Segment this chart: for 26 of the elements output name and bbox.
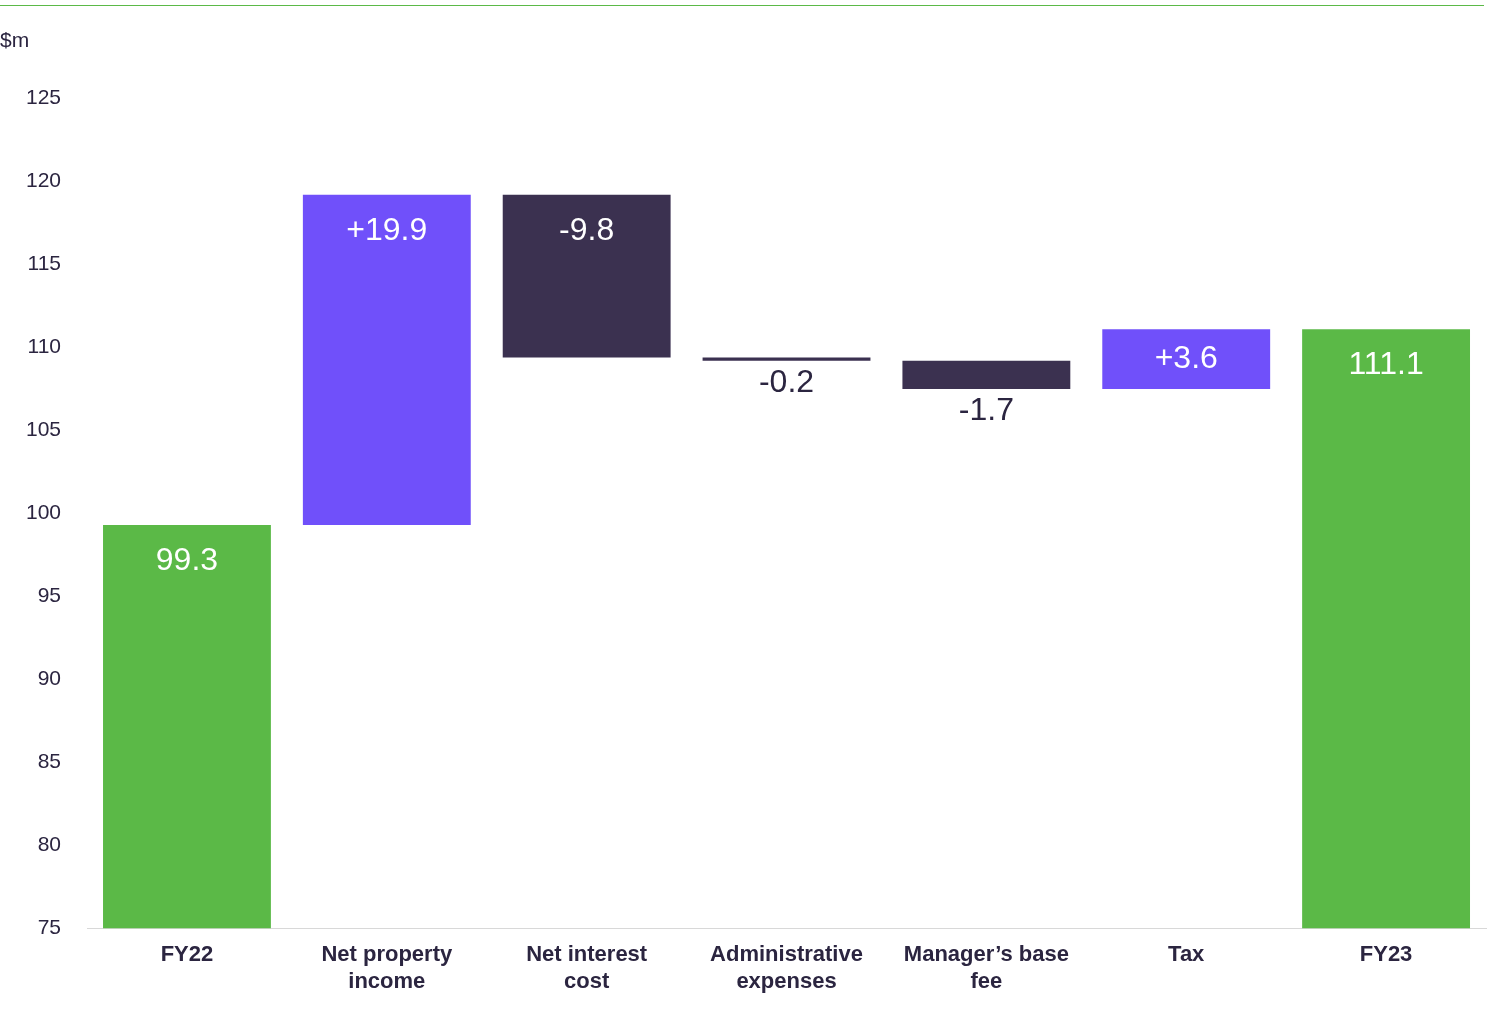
- data-label: 111.1: [1348, 345, 1424, 382]
- x-tick-label: FY22: [160, 941, 214, 967]
- x-tick-label: Net interest cost: [526, 941, 648, 993]
- x-tick-label: Net property income: [321, 941, 453, 993]
- y-tick-label: 100: [25, 500, 62, 524]
- data-label: -1.7: [958, 390, 1014, 427]
- data-label: -9.8: [559, 210, 615, 247]
- x-tick-label: Administrative expenses: [710, 941, 863, 993]
- y-tick-label: 115: [27, 251, 62, 275]
- data-label: -0.2: [758, 362, 815, 399]
- y-tick-label: 125: [25, 85, 62, 109]
- data-label: +19.9: [346, 210, 428, 247]
- y-tick-label: 80: [37, 832, 62, 856]
- y-tick-label: 110: [27, 334, 62, 358]
- y-tick-label: 105: [25, 417, 62, 441]
- data-label: +3.6: [1154, 338, 1218, 375]
- y-tick-label: 120: [25, 168, 62, 192]
- x-tick-label: Tax: [1168, 941, 1206, 967]
- x-tick-label: Manager’s base fee: [903, 941, 1069, 993]
- y-tick-label: 85: [37, 749, 62, 773]
- x-tick-label: FY23: [1359, 941, 1413, 967]
- y-tick-label: 95: [37, 583, 62, 607]
- y-tick-label: 75: [37, 915, 62, 938]
- data-label: 99.3: [155, 540, 219, 577]
- y-tick-label: 90: [37, 666, 62, 690]
- y-axis-title: $m: [0, 28, 30, 52]
